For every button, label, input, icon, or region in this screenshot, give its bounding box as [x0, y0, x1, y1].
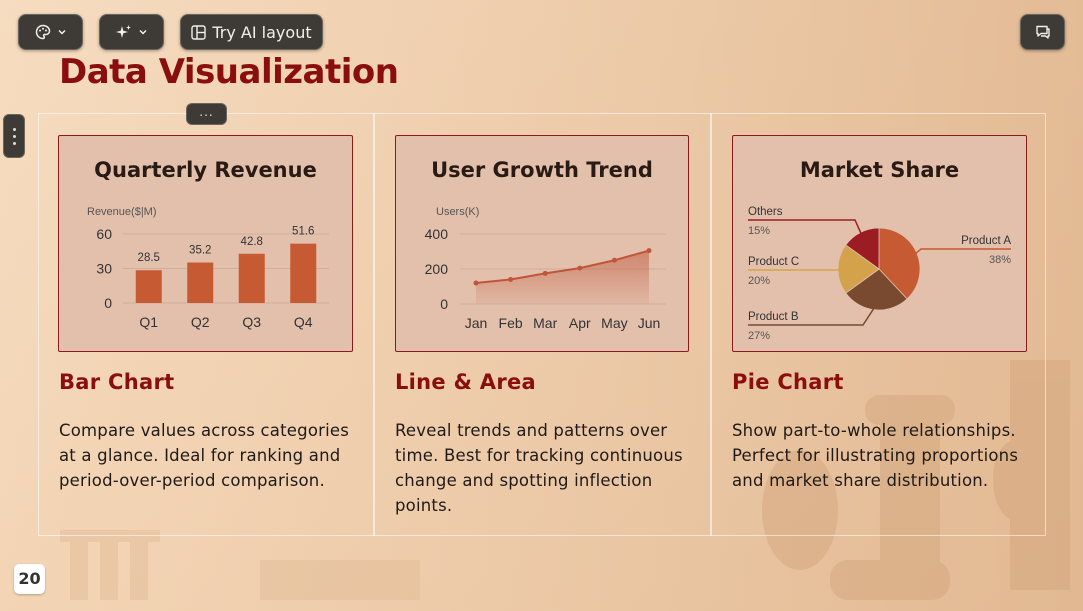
pie-leader-line	[748, 219, 863, 237]
bar-chart-heading[interactable]: Bar Chart	[59, 370, 175, 394]
bar	[135, 270, 162, 303]
line-chart-card[interactable]: User Growth Trend Users(K) 0 200 400 Jan Feb M…	[395, 135, 689, 352]
more-options-handle[interactable]: ...	[186, 103, 227, 125]
pie-leader-line	[748, 268, 849, 271]
y-tick-label: 200	[425, 261, 449, 277]
pie-leader-line	[748, 305, 877, 326]
chevron-down-icon	[57, 29, 66, 35]
x-tick-label: Q4	[294, 314, 313, 330]
pie-leader-line	[912, 248, 1011, 256]
line-area-description[interactable]: Reveal trends and patterns over time. Be…	[395, 421, 683, 515]
try-ai-layout-label: Try AI layout	[212, 22, 312, 42]
bar-value-label: 42.8	[241, 236, 263, 248]
y-axis-label: Users(K)	[436, 206, 479, 218]
x-tick-label: Q3	[242, 314, 261, 330]
content-grid-frame	[38, 113, 1046, 536]
line-area-heading[interactable]: Line & Area	[395, 370, 537, 394]
pie-label: Product A	[961, 235, 1011, 247]
try-ai-layout-button[interactable]: Try AI layout	[180, 14, 323, 50]
page-number-badge: 20	[14, 564, 45, 594]
pie-slice	[837, 244, 880, 294]
pie-label: Others	[748, 206, 783, 218]
pie-percent-label: 27%	[748, 330, 770, 342]
palette-icon	[35, 24, 50, 40]
bar	[187, 262, 214, 303]
pie-percent-label: 15%	[748, 225, 770, 237]
comment-icon	[1035, 25, 1050, 39]
x-tick-label: May	[601, 315, 627, 331]
slide-title[interactable]: Data Visualization	[59, 52, 399, 92]
bar-chart-card[interactable]: Quarterly Revenue Revenue($|M) 0 30 60 28.5 Q…	[58, 135, 353, 352]
chevron-down-icon	[138, 29, 147, 35]
layout-icon	[191, 24, 207, 40]
bar-chart: Revenue($|M) 0 30 60 28.5 Q1 35.2 Q2 42.8 Q3 51.6 Q…	[87, 206, 329, 330]
pie-chart-heading[interactable]: Pie Chart	[732, 370, 844, 394]
data-point	[611, 257, 617, 263]
y-axis-label: Revenue($|M)	[87, 206, 157, 218]
pie-label: Product B	[748, 311, 799, 323]
pie-chart-title: Market Share	[799, 158, 960, 182]
pie-chart-description[interactable]: Show part-to-whole relationships. Perfec…	[732, 421, 1019, 490]
data-point	[646, 248, 652, 254]
data-point	[577, 265, 583, 271]
row-drag-handle[interactable]	[3, 114, 25, 158]
x-tick-label: Apr	[569, 315, 591, 331]
x-tick-label: Q1	[139, 314, 158, 330]
x-tick-label: Mar	[533, 315, 557, 331]
column-divider	[710, 113, 712, 536]
pie-slice	[878, 227, 921, 300]
area-fill	[476, 250, 649, 304]
bar	[290, 243, 317, 303]
x-tick-label: Jun	[638, 315, 661, 331]
series-line	[475, 249, 650, 284]
theme-palette-button[interactable]	[18, 14, 83, 50]
line-chart-title: User Growth Trend	[431, 158, 653, 182]
bar	[238, 253, 265, 303]
bar-chart-title: Quarterly Revenue	[94, 158, 317, 182]
pie-percent-label: 20%	[748, 275, 770, 287]
bar-value-label: 28.5	[138, 252, 160, 264]
sparkle-icon	[115, 25, 131, 38]
line-chart: Users(K) 0 200 400 Jan Feb Mar Apr May Jun	[425, 206, 666, 331]
y-tick-label: 400	[425, 226, 449, 242]
bar-value-label: 35.2	[189, 245, 211, 257]
ai-magic-button[interactable]	[99, 14, 164, 50]
y-tick-label: 0	[440, 296, 448, 312]
x-tick-label: Jan	[465, 315, 488, 331]
y-tick-label: 60	[96, 226, 112, 242]
pie-percent-label: 38%	[989, 254, 1011, 266]
data-point	[508, 277, 514, 282]
x-tick-label: Q2	[191, 314, 210, 330]
pie-slice	[845, 268, 908, 311]
column-divider	[373, 113, 375, 536]
bar-chart-description[interactable]: Compare values across categories at a gl…	[59, 421, 350, 490]
pie-chart-card[interactable]: Market Share Product A 38% Product B 27% Pro…	[732, 135, 1027, 352]
y-tick-label: 0	[104, 295, 112, 311]
data-point	[542, 270, 548, 276]
pie-label: Product C	[748, 256, 799, 268]
pie-chart: Product A 38% Product B 27% Product C 20% Othe…	[748, 206, 1011, 342]
comments-button[interactable]	[1020, 14, 1065, 50]
y-tick-label: 30	[96, 261, 112, 277]
x-tick-label: Feb	[499, 315, 523, 331]
data-point	[473, 280, 479, 286]
bar-value-label: 51.6	[292, 226, 314, 238]
